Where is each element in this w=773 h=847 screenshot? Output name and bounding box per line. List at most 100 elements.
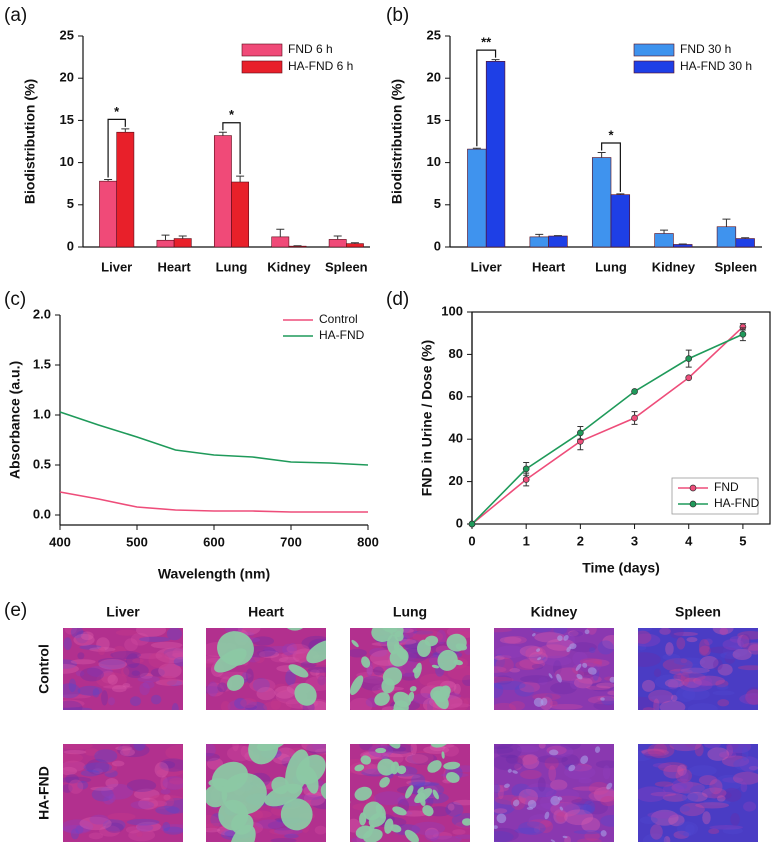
series-line xyxy=(471,333,744,525)
tissue-texture xyxy=(600,796,614,807)
bar xyxy=(591,157,612,248)
tissue-texture xyxy=(63,750,87,755)
tissue-texture xyxy=(529,653,547,661)
tissue-texture xyxy=(98,657,127,666)
tissue-texture xyxy=(80,769,100,777)
tissue-space xyxy=(600,697,605,701)
tissue-texture xyxy=(455,834,470,840)
tissue-texture xyxy=(160,775,168,791)
tissue-texture xyxy=(638,786,667,802)
tissue-space xyxy=(360,755,372,765)
tissue-texture xyxy=(63,766,78,776)
tissue-texture xyxy=(232,744,239,752)
tissue-space xyxy=(526,807,534,810)
tissue-texture xyxy=(138,797,159,810)
tissue-texture xyxy=(607,690,614,696)
tissue-texture xyxy=(717,699,730,707)
tissue-space xyxy=(221,772,267,815)
tissue-space xyxy=(437,649,458,671)
tissue-space xyxy=(609,676,614,683)
tissue-texture xyxy=(680,667,710,674)
tissue-texture xyxy=(519,645,543,658)
x-tick-label: Lung xyxy=(216,259,248,274)
tissue-texture xyxy=(432,831,453,840)
tissue-texture xyxy=(270,698,281,710)
y-tick-label: 60 xyxy=(449,388,463,403)
tissue-texture xyxy=(163,826,183,835)
tissue-texture xyxy=(549,700,558,707)
tissue-texture xyxy=(658,762,688,773)
tissue-texture xyxy=(255,819,285,829)
tissue-texture xyxy=(92,688,100,698)
column-label: Lung xyxy=(393,604,427,620)
tissue-texture xyxy=(641,748,669,757)
tissue-texture xyxy=(593,700,614,710)
x-tick-label: 500 xyxy=(126,534,148,549)
tissue-space xyxy=(544,811,550,820)
tissue-texture xyxy=(63,694,91,699)
tissue-texture xyxy=(650,824,663,840)
tissue-texture xyxy=(63,663,79,674)
tissue-texture xyxy=(719,628,727,635)
tissue-space xyxy=(350,793,351,807)
tissue-texture xyxy=(227,698,258,710)
tissue-texture xyxy=(534,632,566,643)
tissue-texture xyxy=(158,663,182,679)
marker xyxy=(577,429,584,437)
tissue-texture xyxy=(640,748,664,755)
tissue-texture xyxy=(537,644,571,659)
tissue-texture xyxy=(79,816,112,831)
error-bar xyxy=(178,235,187,239)
tissue-texture xyxy=(578,777,592,784)
tissue-texture xyxy=(413,630,434,635)
tissue-texture xyxy=(707,747,730,761)
tissue-texture xyxy=(671,781,705,794)
error-bar xyxy=(741,237,750,239)
tissue-space xyxy=(566,646,571,653)
tissue-texture xyxy=(720,651,741,659)
legend-label: FND 30 h xyxy=(680,42,731,56)
tissue-texture xyxy=(592,660,603,667)
tissue-texture xyxy=(123,663,149,679)
tissue-texture xyxy=(679,679,713,692)
legend-label: HA-FND 6 h xyxy=(288,59,353,73)
tissue-texture xyxy=(726,744,752,754)
y-tick-label: 0 xyxy=(434,238,441,253)
tissue-texture xyxy=(647,811,679,819)
x-axis-label: Wavelength (nm) xyxy=(158,566,270,582)
x-tick-label: Heart xyxy=(532,259,566,274)
y-tick-label: 0 xyxy=(456,515,463,530)
tissue-space xyxy=(496,813,507,824)
legend-label: FND 6 h xyxy=(288,42,333,56)
tissue-texture xyxy=(94,749,118,763)
tissue-texture xyxy=(446,696,469,710)
tissue-space xyxy=(320,781,326,802)
tissue-texture xyxy=(101,783,134,800)
significance-bracket xyxy=(476,49,497,147)
tissue-texture xyxy=(525,782,555,798)
tissue-texture xyxy=(538,744,546,749)
tissue-texture xyxy=(63,776,92,784)
tissue-texture xyxy=(708,828,720,835)
panel-label: (c) xyxy=(4,289,26,310)
tissue-texture xyxy=(577,838,602,842)
tissue-texture xyxy=(75,630,89,644)
tissue-texture xyxy=(533,826,541,833)
tissue-texture xyxy=(588,781,610,795)
significance-label: * xyxy=(114,104,120,119)
tissue-texture xyxy=(63,760,86,772)
plot-frame xyxy=(471,311,771,525)
tissue-texture xyxy=(126,818,160,826)
tissue-texture xyxy=(223,829,233,836)
tissue-texture xyxy=(676,687,696,702)
tissue-texture xyxy=(679,664,708,679)
x-tick-label: 3 xyxy=(631,533,638,548)
tissue-texture xyxy=(548,765,557,782)
tissue-texture xyxy=(695,802,730,809)
tissue-texture xyxy=(494,628,513,633)
tissue-texture xyxy=(679,770,689,782)
tissue-background xyxy=(638,744,758,842)
tissue-texture xyxy=(743,801,757,812)
tissue-texture xyxy=(70,659,96,665)
tissue-texture xyxy=(411,821,446,836)
